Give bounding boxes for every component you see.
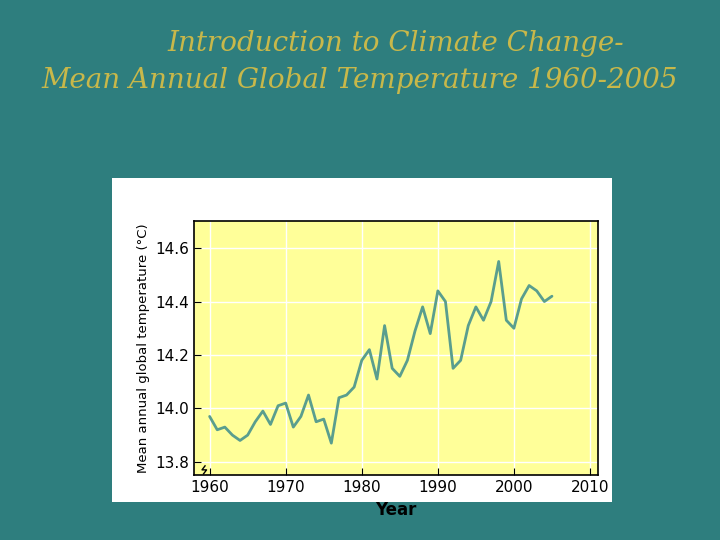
- X-axis label: Year: Year: [375, 501, 417, 518]
- Y-axis label: Mean annual global temperature (°C): Mean annual global temperature (°C): [137, 224, 150, 473]
- Text: Introduction to Climate Change-: Introduction to Climate Change-: [168, 30, 624, 57]
- Text: Mean Annual Global Temperature 1960-2005: Mean Annual Global Temperature 1960-2005: [42, 68, 678, 94]
